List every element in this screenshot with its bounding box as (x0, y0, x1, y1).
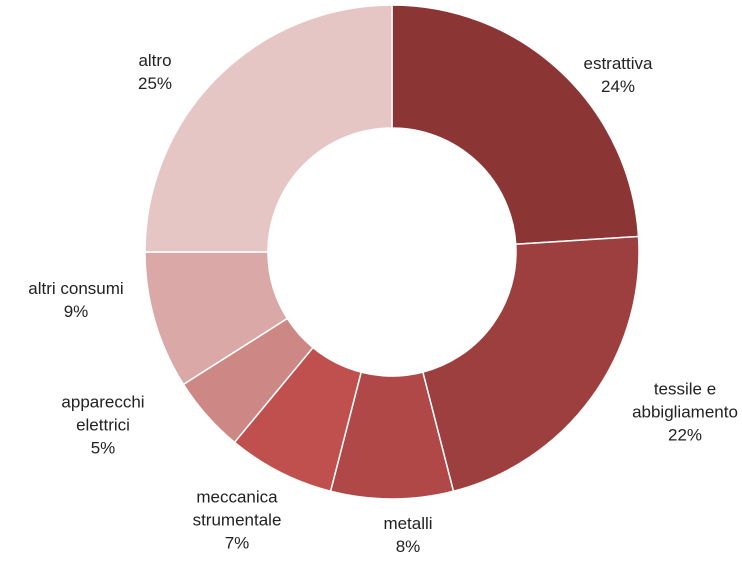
slice (391, 4, 640, 246)
category-label: tessile e abbigliamento (632, 379, 738, 422)
slice-label: altro 25% (105, 49, 205, 95)
value-label: 5% (90, 438, 116, 458)
slice-label: apparecchi elettrici 5% (43, 391, 163, 460)
value-label: 24% (600, 77, 636, 96)
category-label: meccanica strumentale (192, 487, 282, 530)
category-label: altro (138, 51, 172, 70)
slice-label: meccanica strumentale 7% (177, 486, 297, 555)
slice (144, 4, 393, 253)
slice-label: tessile e abbigliamento 22% (625, 378, 742, 447)
category-label: apparecchi elettrici (61, 392, 145, 435)
value-label: 7% (224, 533, 250, 553)
slice-label: metalli 8% (358, 512, 458, 558)
value-label: 25% (137, 74, 173, 93)
category-label: altri consumi (28, 279, 124, 298)
value-label: 9% (63, 302, 89, 321)
category-label: metalli (383, 514, 433, 533)
slice (421, 235, 640, 493)
value-label: 22% (667, 425, 703, 445)
value-label: 8% (395, 537, 421, 556)
category-label: estrattiva (583, 54, 653, 73)
slice-label: estrattiva 24% (553, 52, 683, 98)
slice-label: altri consumi 9% (0, 277, 161, 323)
